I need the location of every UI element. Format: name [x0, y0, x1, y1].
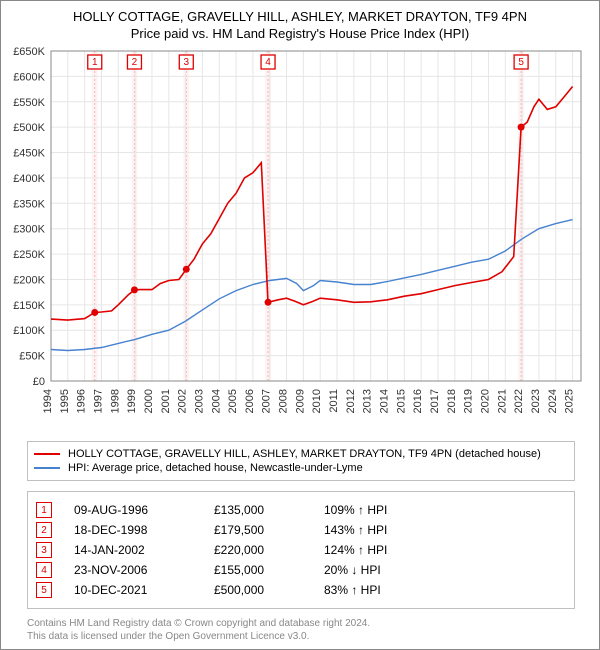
- svg-text:2010: 2010: [311, 389, 323, 413]
- sales-table: 1 09-AUG-1996£135,000109% ↑ HPI 2 18-DEC-19…: [27, 491, 575, 609]
- svg-text:2016: 2016: [412, 389, 424, 413]
- svg-text:£400K: £400K: [13, 173, 45, 185]
- sale-hpi: 109% ↑ HPI: [324, 503, 566, 517]
- svg-text:2008: 2008: [278, 389, 290, 413]
- svg-text:2005: 2005: [227, 389, 239, 413]
- svg-text:1998: 1998: [109, 389, 121, 413]
- legend-label: HPI: Average price, detached house, Newc…: [68, 462, 363, 474]
- sale-badge: 3: [36, 542, 52, 558]
- svg-text:1997: 1997: [92, 389, 104, 413]
- svg-text:2003: 2003: [193, 389, 205, 413]
- svg-text:2021: 2021: [496, 389, 508, 413]
- svg-text:1999: 1999: [126, 389, 138, 413]
- chart-svg: £0£50K£100K£150K£200K£250K£300K£350K£400…: [51, 51, 581, 441]
- svg-text:2013: 2013: [362, 389, 374, 413]
- legend-label: HOLLY COTTAGE, GRAVELLY HILL, ASHLEY, MA…: [68, 448, 541, 460]
- title-line-2: Price paid vs. HM Land Registry's House …: [9, 26, 591, 41]
- svg-text:£0: £0: [33, 376, 45, 388]
- svg-text:2000: 2000: [143, 389, 155, 413]
- svg-text:2011: 2011: [328, 389, 340, 413]
- legend: HOLLY COTTAGE, GRAVELLY HILL, ASHLEY, MA…: [27, 441, 575, 481]
- svg-text:2015: 2015: [395, 389, 407, 413]
- svg-text:1996: 1996: [76, 389, 88, 413]
- svg-text:£450K: £450K: [13, 148, 45, 160]
- sale-badge: 2: [36, 522, 52, 538]
- svg-text:2006: 2006: [244, 389, 256, 413]
- sale-row: 3 14-JAN-2002£220,000124% ↑ HPI: [36, 542, 566, 558]
- svg-text:£500K: £500K: [13, 122, 45, 134]
- sale-badge: 1: [36, 502, 52, 518]
- svg-text:£600K: £600K: [13, 71, 45, 83]
- svg-text:£250K: £250K: [13, 249, 45, 261]
- svg-text:2007: 2007: [261, 389, 273, 413]
- sale-date: 18-DEC-1998: [74, 523, 214, 537]
- sale-badge: 4: [36, 562, 52, 578]
- sale-hpi: 143% ↑ HPI: [324, 523, 566, 537]
- sale-date: 23-NOV-2006: [74, 563, 214, 577]
- footer-line-2: This data is licensed under the Open Gov…: [27, 630, 370, 643]
- sale-hpi: 83% ↑ HPI: [324, 583, 566, 597]
- sale-price: £135,000: [214, 503, 324, 517]
- footer: Contains HM Land Registry data © Crown c…: [27, 617, 370, 643]
- chart-plot: £0£50K£100K£150K£200K£250K£300K£350K£400…: [51, 51, 581, 411]
- sale-date: 10-DEC-2021: [74, 583, 214, 597]
- legend-swatch: [34, 453, 60, 455]
- svg-text:2019: 2019: [463, 389, 475, 413]
- svg-text:2020: 2020: [479, 389, 491, 413]
- svg-text:2001: 2001: [160, 389, 172, 413]
- svg-text:2022: 2022: [513, 389, 525, 413]
- svg-text:£50K: £50K: [19, 351, 45, 363]
- sale-price: £500,000: [214, 583, 324, 597]
- sale-row: 4 23-NOV-2006£155,00020% ↓ HPI: [36, 562, 566, 578]
- svg-text:2017: 2017: [429, 389, 441, 413]
- svg-text:2: 2: [132, 57, 138, 68]
- svg-text:2012: 2012: [345, 389, 357, 413]
- svg-text:2018: 2018: [446, 389, 458, 413]
- sale-hpi: 124% ↑ HPI: [324, 543, 566, 557]
- title-block: HOLLY COTTAGE, GRAVELLY HILL, ASHLEY, MA…: [1, 1, 599, 45]
- sale-date: 14-JAN-2002: [74, 543, 214, 557]
- svg-text:1994: 1994: [42, 389, 54, 413]
- svg-text:4: 4: [265, 57, 271, 68]
- svg-text:3: 3: [183, 57, 189, 68]
- sale-date: 09-AUG-1996: [74, 503, 214, 517]
- svg-text:2024: 2024: [547, 389, 559, 413]
- svg-text:£150K: £150K: [13, 300, 45, 312]
- legend-row: HOLLY COTTAGE, GRAVELLY HILL, ASHLEY, MA…: [34, 448, 568, 460]
- svg-text:5: 5: [518, 57, 524, 68]
- svg-text:2023: 2023: [530, 389, 542, 413]
- svg-text:2009: 2009: [294, 389, 306, 413]
- svg-text:1995: 1995: [59, 389, 71, 413]
- chart-container: HOLLY COTTAGE, GRAVELLY HILL, ASHLEY, MA…: [0, 0, 600, 650]
- svg-text:2004: 2004: [210, 389, 222, 413]
- svg-text:2014: 2014: [379, 389, 391, 413]
- legend-row: HPI: Average price, detached house, Newc…: [34, 462, 568, 474]
- legend-swatch: [34, 467, 60, 469]
- svg-text:£300K: £300K: [13, 224, 45, 236]
- sale-row: 1 09-AUG-1996£135,000109% ↑ HPI: [36, 502, 566, 518]
- svg-text:£200K: £200K: [13, 274, 45, 286]
- title-line-1: HOLLY COTTAGE, GRAVELLY HILL, ASHLEY, MA…: [9, 9, 591, 24]
- svg-text:£100K: £100K: [13, 325, 45, 337]
- svg-text:£350K: £350K: [13, 198, 45, 210]
- sale-price: £179,500: [214, 523, 324, 537]
- sale-badge: 5: [36, 582, 52, 598]
- sale-row: 5 10-DEC-2021£500,00083% ↑ HPI: [36, 582, 566, 598]
- sale-price: £220,000: [214, 543, 324, 557]
- sale-row: 2 18-DEC-1998£179,500143% ↑ HPI: [36, 522, 566, 538]
- svg-text:£550K: £550K: [13, 97, 45, 109]
- svg-text:1: 1: [92, 57, 98, 68]
- svg-text:2002: 2002: [177, 389, 189, 413]
- footer-line-1: Contains HM Land Registry data © Crown c…: [27, 617, 370, 630]
- sale-hpi: 20% ↓ HPI: [324, 563, 566, 577]
- svg-text:2025: 2025: [564, 389, 576, 413]
- sale-price: £155,000: [214, 563, 324, 577]
- svg-text:£650K: £650K: [13, 46, 45, 58]
